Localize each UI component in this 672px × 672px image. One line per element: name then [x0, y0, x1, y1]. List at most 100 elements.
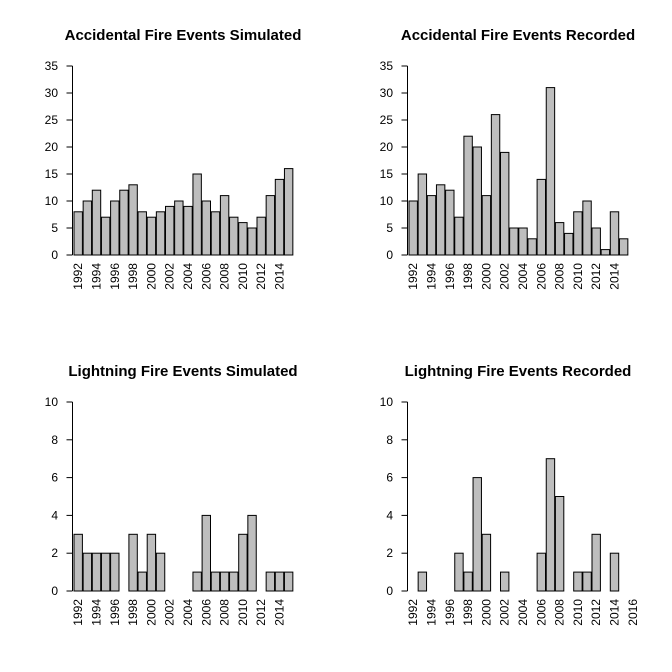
x-tick-label: 2000 [479, 263, 493, 290]
x-tick-label: 1992 [406, 599, 420, 626]
y-tick-label: 4 [386, 508, 393, 522]
bar-2005 [192, 173, 202, 256]
bar-2003 [509, 227, 519, 256]
bar-2011 [247, 227, 257, 256]
x-tick-label: 2010 [571, 599, 585, 626]
x-tick-label: 2014 [608, 599, 622, 626]
x-tick-label: 1992 [406, 263, 420, 290]
x-tick-label: 2006 [199, 599, 213, 626]
bar-1994 [91, 189, 102, 256]
bar-2014 [274, 178, 285, 256]
bar-1999 [137, 211, 147, 256]
x-tick-label: 2006 [534, 599, 548, 626]
y-tick-label: 2 [51, 546, 58, 560]
bar-2010 [238, 222, 248, 256]
bar-2000 [481, 195, 492, 256]
bar-2000 [481, 533, 492, 592]
x-tick-label: 2000 [479, 599, 493, 626]
chart-title: Accidental Fire Events Simulated [65, 27, 302, 44]
bar-2012 [591, 227, 601, 256]
bar-1996 [445, 189, 455, 256]
bar-2001 [155, 211, 166, 256]
bar-2008 [219, 195, 230, 256]
bar-1995 [100, 552, 111, 592]
bar-2010 [573, 571, 583, 592]
bar-1996 [110, 200, 120, 256]
bar-1998 [128, 533, 138, 592]
x-tick-label: 2012 [254, 263, 268, 290]
y-tick-label: 5 [51, 221, 58, 235]
bar-2005 [192, 571, 202, 592]
x-tick-label: 2004 [516, 263, 530, 290]
bar-2009 [229, 216, 239, 256]
bar-2011 [247, 514, 257, 592]
chart-panel-2: Accidental Fire Events Recorded 0 5 10 15 20 2… [380, 27, 635, 290]
y-tick-label: 15 [380, 167, 394, 181]
bar-2013 [265, 195, 276, 256]
x-tick-label: 1996 [443, 599, 457, 626]
x-tick-label: 2010 [236, 599, 250, 626]
bar-1993 [417, 173, 428, 256]
x-tick-label: 2012 [254, 599, 268, 626]
x-tick-label: 2010 [236, 263, 250, 290]
y-tick-label: 20 [380, 140, 394, 154]
y-tick-label: 15 [45, 167, 59, 181]
chart-title: Lightning Fire Events Simulated [68, 363, 297, 380]
y-tick-label: 6 [51, 471, 58, 485]
bar-2014 [609, 211, 620, 256]
x-tick-label: 2002 [498, 263, 512, 290]
x-tick-label: 1996 [108, 263, 122, 290]
bar-1996 [110, 552, 120, 592]
bar-1997 [454, 216, 464, 256]
bar-2014 [274, 571, 285, 592]
bar-1994 [426, 195, 437, 256]
x-tick-label: 1996 [108, 599, 122, 626]
x-tick-label: 2014 [608, 263, 622, 290]
x-tick-label: 1998 [126, 599, 140, 626]
bar-2007 [210, 571, 221, 592]
bar-1997 [454, 552, 464, 592]
bar-2001 [490, 114, 501, 256]
bar-2015 [283, 571, 294, 592]
bar-2012 [256, 216, 266, 256]
bar-2015 [618, 238, 629, 256]
x-tick-label: 1992 [71, 263, 85, 290]
bar-2015 [283, 168, 294, 256]
y-tick-label: 6 [386, 471, 393, 485]
bar-2006 [536, 552, 546, 592]
y-tick-label: 20 [45, 140, 59, 154]
bar-1995 [435, 184, 446, 256]
bar-2013 [600, 249, 611, 256]
bar-2011 [582, 200, 592, 256]
chart-title: Accidental Fire Events Recorded [401, 27, 635, 44]
bar-2006 [536, 178, 546, 256]
bar-2003 [174, 200, 184, 256]
y-tick-label: 5 [386, 221, 393, 235]
x-tick-label: 2000 [144, 599, 158, 626]
x-tick-label: 2008 [218, 263, 232, 290]
y-tick-label: 4 [51, 508, 58, 522]
y-tick-label: 0 [386, 584, 393, 598]
y-tick-label: 30 [380, 86, 394, 100]
bar-1992 [408, 200, 418, 256]
x-tick-label: 2012 [589, 263, 603, 290]
x-tick-label: 2002 [498, 599, 512, 626]
chart-panel-4: Lightning Fire Events Recorded 0 2 4 6 8 10 199… [380, 363, 640, 626]
bar-2007 [210, 211, 221, 256]
bar-2006 [201, 514, 212, 592]
bar-1992 [73, 211, 83, 256]
bar-1995 [100, 216, 111, 256]
y-tick-label: 10 [380, 395, 394, 409]
bar-2008 [554, 496, 565, 592]
bar-1999 [472, 477, 482, 592]
bar-2014 [609, 552, 620, 592]
x-tick-label: 1998 [126, 263, 140, 290]
bar-2002 [500, 151, 510, 256]
y-tick-label: 0 [51, 248, 58, 262]
x-tick-label: 2014 [273, 599, 287, 626]
y-tick-label: 25 [45, 113, 59, 127]
bar-1993 [417, 571, 428, 592]
chart-panel-1: Accidental Fire Events Simulated 0 5 10 15 20… [45, 27, 302, 290]
y-tick-label: 0 [51, 584, 58, 598]
